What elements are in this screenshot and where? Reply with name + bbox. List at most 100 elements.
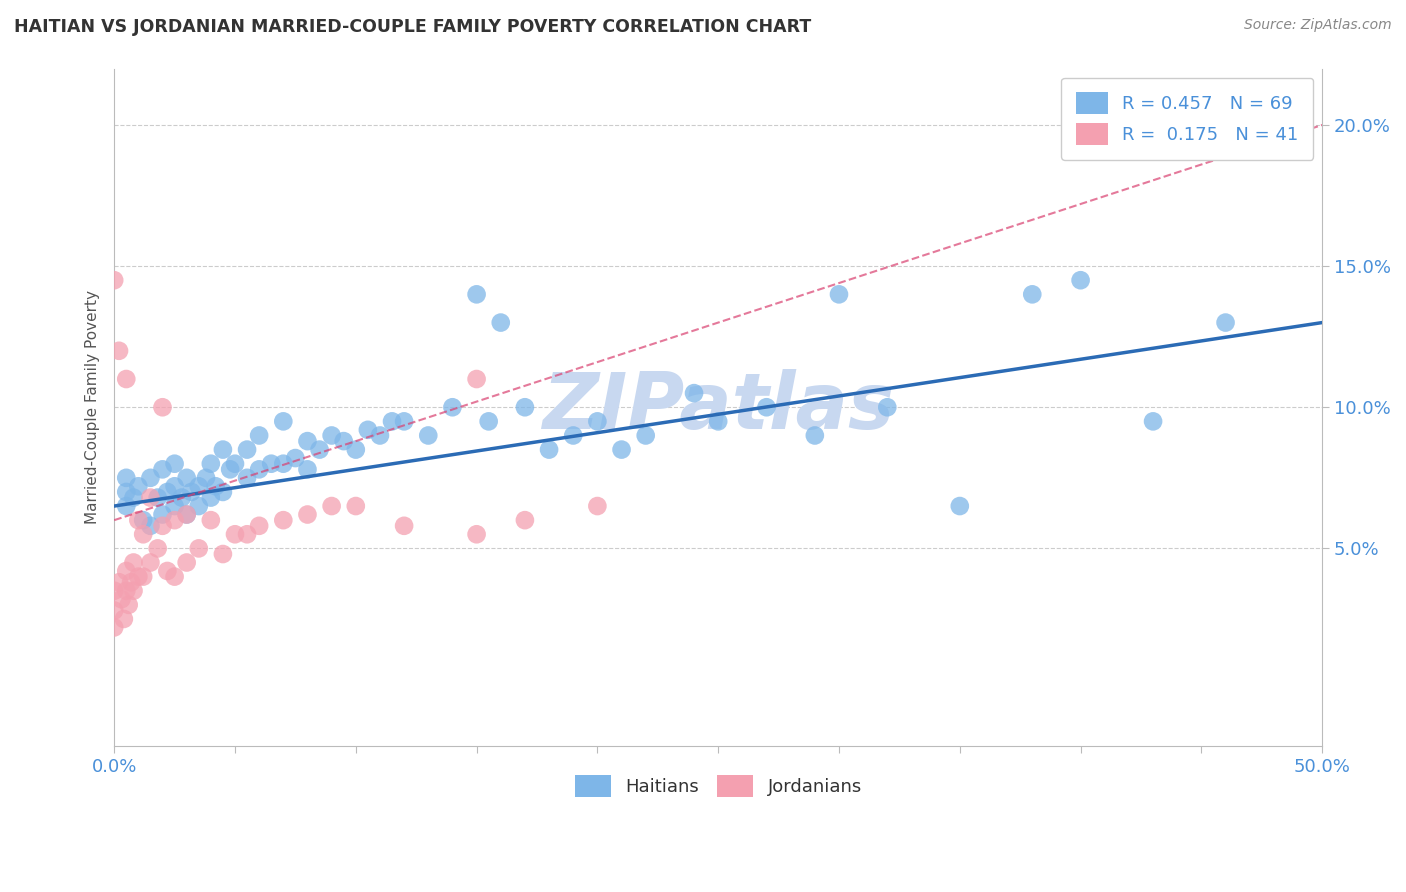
Point	[139, 491, 162, 505]
Point	[103, 603, 125, 617]
Point	[195, 471, 218, 485]
Point	[176, 508, 198, 522]
Point	[163, 457, 186, 471]
Point	[110, 592, 132, 607]
Point	[273, 457, 295, 471]
Point	[755, 401, 778, 415]
Point	[273, 414, 295, 428]
Point	[115, 372, 138, 386]
Point	[212, 547, 235, 561]
Point	[156, 564, 179, 578]
Point	[828, 287, 851, 301]
Point	[1142, 414, 1164, 428]
Point	[297, 434, 319, 449]
Point	[357, 423, 380, 437]
Point	[236, 527, 259, 541]
Point	[392, 518, 415, 533]
Point	[200, 513, 222, 527]
Point	[465, 527, 488, 541]
Point	[132, 527, 155, 541]
Point	[152, 508, 174, 522]
Point	[115, 484, 138, 499]
Point	[212, 484, 235, 499]
Point	[1021, 287, 1043, 301]
Point	[224, 527, 246, 541]
Point	[152, 401, 174, 415]
Point	[187, 541, 209, 556]
Point	[297, 462, 319, 476]
Point	[392, 414, 415, 428]
Point	[562, 428, 585, 442]
Point	[115, 583, 138, 598]
Point	[200, 491, 222, 505]
Point	[132, 569, 155, 583]
Point	[344, 499, 367, 513]
Point	[219, 462, 242, 476]
Text: HAITIAN VS JORDANIAN MARRIED-COUPLE FAMILY POVERTY CORRELATION CHART: HAITIAN VS JORDANIAN MARRIED-COUPLE FAMI…	[14, 18, 811, 36]
Point	[465, 372, 488, 386]
Point	[163, 569, 186, 583]
Point	[115, 499, 138, 513]
Point	[465, 287, 488, 301]
Point	[139, 518, 162, 533]
Point	[1070, 273, 1092, 287]
Point	[224, 457, 246, 471]
Text: Source: ZipAtlas.com: Source: ZipAtlas.com	[1244, 18, 1392, 32]
Point	[284, 451, 307, 466]
Point	[441, 401, 464, 415]
Point	[707, 414, 730, 428]
Point	[418, 428, 440, 442]
Point	[949, 499, 972, 513]
Point	[103, 273, 125, 287]
Point	[634, 428, 657, 442]
Text: ZIPatlas: ZIPatlas	[543, 369, 894, 445]
Point	[344, 442, 367, 457]
Point	[127, 479, 149, 493]
Point	[132, 513, 155, 527]
Point	[146, 491, 169, 505]
Point	[163, 479, 186, 493]
Point	[176, 508, 198, 522]
Point	[115, 564, 138, 578]
Point	[260, 457, 283, 471]
Point	[108, 343, 131, 358]
Point	[876, 401, 898, 415]
Point	[586, 414, 609, 428]
Point	[163, 499, 186, 513]
Point	[118, 598, 141, 612]
Point	[212, 442, 235, 457]
Point	[103, 620, 125, 634]
Point	[180, 484, 202, 499]
Point	[804, 428, 827, 442]
Point	[170, 491, 193, 505]
Point	[122, 556, 145, 570]
Point	[586, 499, 609, 513]
Point	[108, 575, 131, 590]
Point	[610, 442, 633, 457]
Point	[321, 428, 343, 442]
Point	[247, 462, 270, 476]
Point	[236, 471, 259, 485]
Point	[103, 583, 125, 598]
Point	[127, 513, 149, 527]
Point	[127, 569, 149, 583]
Point	[163, 513, 186, 527]
Point	[332, 434, 354, 449]
Point	[120, 575, 142, 590]
Point	[478, 414, 501, 428]
Legend: Haitians, Jordanians: Haitians, Jordanians	[568, 768, 869, 805]
Point	[122, 491, 145, 505]
Point	[236, 442, 259, 457]
Y-axis label: Married-Couple Family Poverty: Married-Couple Family Poverty	[86, 290, 100, 524]
Point	[513, 401, 536, 415]
Point	[139, 471, 162, 485]
Point	[146, 541, 169, 556]
Point	[538, 442, 561, 457]
Point	[513, 513, 536, 527]
Point	[381, 414, 404, 428]
Point	[297, 508, 319, 522]
Point	[115, 471, 138, 485]
Point	[321, 499, 343, 513]
Point	[273, 513, 295, 527]
Point	[204, 479, 226, 493]
